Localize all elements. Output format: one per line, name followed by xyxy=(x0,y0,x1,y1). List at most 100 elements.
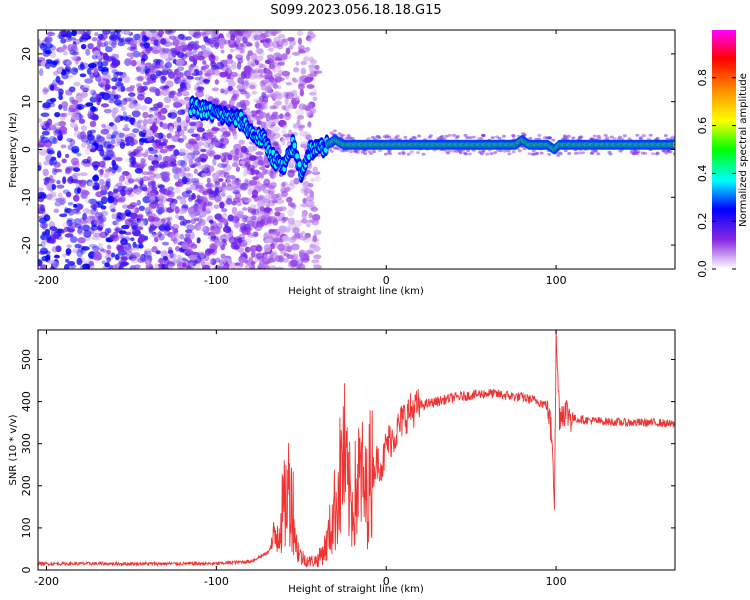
spectrogram-noise-cell xyxy=(104,83,111,90)
spectrogram-noise-cell xyxy=(142,49,151,56)
spectrogram-noise-cell xyxy=(92,185,100,191)
spectrogram-noise-cell xyxy=(168,35,177,40)
spectrogram-noise-cell xyxy=(194,161,201,167)
spectrogram-noise-cell xyxy=(267,190,274,195)
spectrogram-noise-cell xyxy=(206,177,211,184)
spectrogram-noise-cell xyxy=(276,40,284,48)
spectrogram-noise-cell xyxy=(265,164,270,169)
spectrogram-noise-cell xyxy=(253,34,262,41)
spectrogram-noise-cell xyxy=(178,215,185,221)
spectrogram-noise-cell xyxy=(166,133,173,139)
spectrogram-noise-cell xyxy=(234,201,244,206)
spectrogram-noise-cell xyxy=(125,136,135,143)
spectrogram-noise-cell xyxy=(40,240,46,248)
spectrogram-noise-cell xyxy=(279,206,287,212)
spectrogram-noise-cell xyxy=(107,195,115,204)
spectrogram-noise-cell xyxy=(172,96,179,102)
spectrogram-noise-cell xyxy=(273,237,282,243)
spectrogram-noise-cell xyxy=(246,164,256,172)
spectrogram-noise-cell xyxy=(125,142,131,147)
spectrogram-noise-cell xyxy=(141,171,149,176)
spectrogram-noise-cell xyxy=(38,165,42,171)
spectrogram-noise-cell xyxy=(168,32,175,40)
spectrogram-halo-cell xyxy=(332,129,337,133)
spectrogram-noise-cell xyxy=(147,192,156,199)
spectrogram-noise-cell xyxy=(103,156,112,161)
spectrogram-noise-cell xyxy=(250,215,257,221)
spectrogram-noise-cell xyxy=(89,263,95,269)
spectrogram-noise-cell xyxy=(153,236,159,243)
spectrogram-noise-cell xyxy=(198,211,207,218)
spectrogram-noise-cell xyxy=(123,244,129,251)
spectrogram-noise-cell xyxy=(285,92,295,100)
spectrogram-noise-cell xyxy=(54,129,62,134)
spectrogram-noise-cell xyxy=(300,203,309,208)
spectrogram-noise-cell xyxy=(51,183,57,191)
spectrogram-noise-cell xyxy=(83,230,92,238)
spectrogram-noise-cell xyxy=(220,88,225,94)
spectrogram-noise-cell xyxy=(308,182,314,188)
spectrogram-noise-cell xyxy=(247,145,255,153)
spectrogram-noise-cell xyxy=(195,262,201,269)
spectrogram-noise-cell xyxy=(90,106,99,112)
spectrogram-noise-cell xyxy=(200,157,207,163)
spectrogram-noise-cell xyxy=(91,236,101,241)
spectrogram-noise-cell xyxy=(244,264,250,269)
spectrogram-noise-cell xyxy=(268,192,275,199)
spectrogram-halo-cell xyxy=(344,136,349,140)
spectrogram-noise-cell xyxy=(189,183,199,191)
spectrogram-noise-cell xyxy=(276,212,285,219)
spectrogram-noise-cell xyxy=(49,44,57,51)
spectrogram-noise-cell xyxy=(103,140,112,149)
spectrogram-noise-cell xyxy=(42,86,49,95)
spectrogram-noise-cell xyxy=(149,73,157,81)
spectrogram-noise-cell xyxy=(134,167,143,174)
spectrogram-noise-cell xyxy=(49,174,54,181)
spectrogram-noise-cell xyxy=(88,260,95,266)
spectrogram-noise-cell xyxy=(61,158,67,164)
spectrogram-noise-cell xyxy=(60,144,67,149)
spectrogram-noise-cell xyxy=(99,247,105,252)
spectrogram-noise-cell xyxy=(123,75,131,84)
spectrogram-noise-cell xyxy=(184,233,191,238)
spectrogram-noise-cell xyxy=(172,228,179,233)
spectrogram-noise-cell xyxy=(180,160,187,168)
spectrogram-noise-cell xyxy=(160,107,168,114)
spectrogram-noise-cell xyxy=(133,103,142,111)
spectrogram-noise-cell xyxy=(213,204,220,209)
spectrogram-noise-cell xyxy=(111,40,117,49)
spectrogram-noise-cell xyxy=(128,163,133,168)
spectrogram-noise-cell xyxy=(75,179,83,185)
spectrogram-noise-cell xyxy=(79,264,86,269)
spectrogram-noise-cell xyxy=(249,155,257,161)
spectrogram-noise-cell xyxy=(42,50,51,57)
spectrogram-noise-cell xyxy=(159,188,166,195)
spectrogram-noise-cell xyxy=(62,176,67,184)
spectrogram-noise-cell xyxy=(258,63,264,69)
spectrogram-noise-cell xyxy=(72,248,81,254)
spectrogram-noise-cell xyxy=(99,83,104,88)
spectrogram-noise-cell xyxy=(64,208,73,214)
spectrogram-noise-cell xyxy=(255,196,264,200)
spectrogram-noise-cell xyxy=(233,47,243,52)
spectrogram-noise-cell xyxy=(233,236,243,243)
spectrogram-noise-cell xyxy=(113,53,120,59)
spectrogram-noise-cell xyxy=(92,230,101,235)
spectrogram-halo-cell xyxy=(388,152,393,156)
spectrogram-noise-cell xyxy=(202,30,211,33)
spectrogram-noise-cell xyxy=(63,206,69,215)
spectrogram-noise-cell xyxy=(295,61,300,66)
spectrogram-noise-cell xyxy=(69,138,76,146)
spectrogram-noise-cell xyxy=(136,219,141,224)
spectrogram-noise-cell xyxy=(219,138,225,143)
spectrogram-noise-cell xyxy=(69,96,75,102)
spectrogram-noise-cell xyxy=(161,241,170,246)
spectrogram-noise-cell xyxy=(137,94,145,101)
spectrogram-noise-cell xyxy=(281,91,288,98)
spectrogram-noise-cell xyxy=(43,214,51,222)
spectrogram-noise-cell xyxy=(263,244,272,253)
spectrogram-noise-cell xyxy=(120,238,128,246)
spectrogram-noise-cell xyxy=(238,139,245,145)
spectrogram-noise-cell xyxy=(155,59,165,67)
spectrogram-noise-cell xyxy=(308,243,315,251)
